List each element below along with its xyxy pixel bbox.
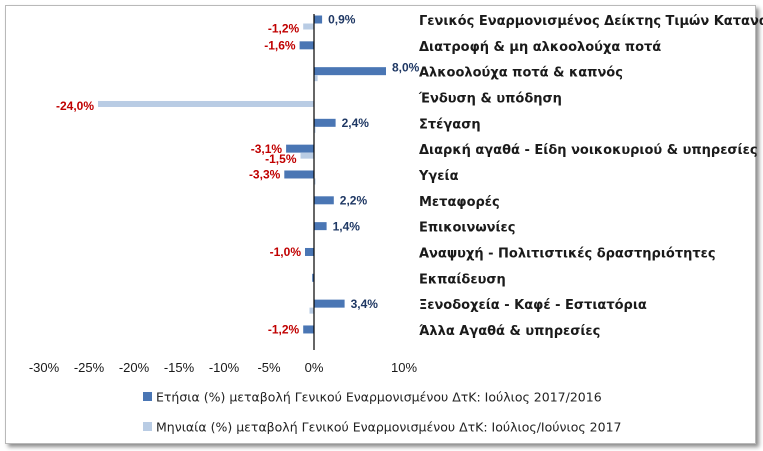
x-tick-label: 10% xyxy=(391,360,417,375)
category-label: Αλκοολούχα ποτά & καπνός xyxy=(419,66,623,81)
monthly-bar xyxy=(98,100,314,107)
category-label: Ξενοδοχεία - Καφέ - Εστιατόρια xyxy=(419,298,647,313)
annual-data-label: -1,6% xyxy=(264,39,296,53)
annual-bar xyxy=(314,299,345,308)
monthly-bar xyxy=(314,75,318,82)
x-tick-label: 0% xyxy=(305,360,324,375)
monthly-bar xyxy=(303,23,314,30)
legend-label: Ετήσια (%) μεταβολή Γενικού Εναρμονισμέν… xyxy=(156,390,602,405)
legend-swatch xyxy=(143,392,152,401)
annual-bar xyxy=(284,170,314,179)
category-label: Διαρκή αγαθά - Είδη νοικοκυριού & υπηρεσ… xyxy=(419,143,758,158)
annual-data-label: 1,4% xyxy=(333,219,361,233)
category-label: Στέγαση xyxy=(419,117,481,132)
monthly-bar xyxy=(314,178,316,185)
x-tick-label: -25% xyxy=(74,360,105,375)
annual-bar xyxy=(286,144,314,153)
annual-data-label: -1,2% xyxy=(268,323,300,337)
annual-bar xyxy=(299,41,314,50)
monthly-data-label: -24,0% xyxy=(56,99,94,113)
category-label: Αναψυχή - Πολιτιστικές δραστηριότητες xyxy=(419,246,716,261)
category-label: Μεταφορές xyxy=(419,195,500,210)
monthly-bar xyxy=(300,152,314,159)
chart-frame xyxy=(5,5,756,444)
category-label: Επικοινωνίες xyxy=(419,221,515,236)
annual-data-label: -3,1% xyxy=(251,142,283,156)
legend-label: Μηνιαία (%) μεταβολή Γενικού Εναρμονισμέ… xyxy=(156,420,622,435)
annual-data-label: 3,4% xyxy=(351,297,379,311)
annual-bar xyxy=(314,222,327,231)
category-label: Εκπαίδευση xyxy=(419,272,506,287)
x-tick-label: -20% xyxy=(119,360,150,375)
annual-data-label: 2,2% xyxy=(340,193,368,207)
annual-bar xyxy=(305,247,314,256)
annual-bar xyxy=(314,67,386,76)
annual-data-label: 0,9% xyxy=(328,13,356,27)
x-tick-label: -10% xyxy=(209,360,240,375)
monthly-data-label: -1,2% xyxy=(268,22,300,36)
x-tick-label: -30% xyxy=(29,360,60,375)
annual-data-label: -1,0% xyxy=(270,245,302,259)
category-label: Άλλα Αγαθά & υπηρεσίες xyxy=(419,324,600,339)
annual-data-label: 8,0% xyxy=(392,60,420,74)
x-tick-label: -5% xyxy=(257,360,281,375)
category-label: Διατροφή & μη αλκοολούχα ποτά xyxy=(419,40,661,55)
annual-data-label: -3,3% xyxy=(249,168,281,182)
category-label: Ένδυση & υπόδηση xyxy=(418,91,562,106)
monthly-bar xyxy=(309,307,314,314)
annual-bar xyxy=(312,273,314,282)
category-label: Γενικός Εναρμονισμένος Δείκτης Τιμών Κατ… xyxy=(419,14,763,29)
monthly-bar xyxy=(314,126,316,133)
annual-data-label: 2,4% xyxy=(342,116,370,130)
legend-swatch xyxy=(143,422,152,431)
category-label: Υγεία xyxy=(418,169,459,184)
annual-bar xyxy=(303,325,314,334)
annual-bar xyxy=(314,15,323,24)
monthly-data-label: -1,5% xyxy=(265,152,297,166)
annual-bar xyxy=(314,118,336,127)
annual-bar xyxy=(314,196,334,205)
x-tick-label: -15% xyxy=(164,360,195,375)
